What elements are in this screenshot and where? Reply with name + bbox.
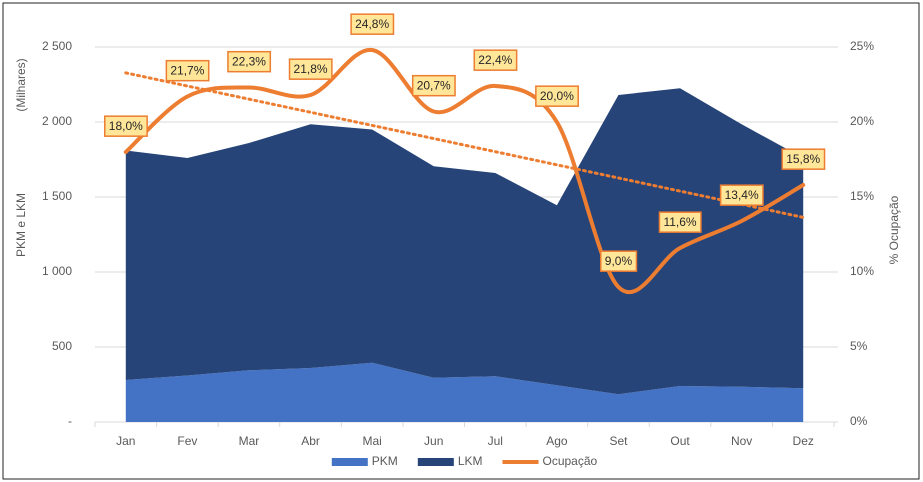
data-label: 13,4% [719, 184, 764, 206]
x-tick-label: Mai [362, 434, 381, 448]
y2-tick-label: 10% [850, 264, 874, 278]
x-tick-label: Mar [239, 434, 260, 448]
x-tick-label: Abr [301, 434, 320, 448]
x-tick-label: Ago [546, 434, 568, 448]
y-axis-unit: (Milhares) [14, 58, 28, 111]
data-label-text: 18,0% [109, 119, 143, 133]
data-label-text: 22,3% [232, 55, 266, 69]
legend: PKM LKM Ocupação [331, 454, 598, 468]
x-tick-label: Fev [177, 434, 197, 448]
line [123, 47, 806, 295]
x-tick-label: Jun [424, 434, 443, 448]
data-label: 11,6% [658, 211, 702, 233]
data-label-text: 20,7% [417, 79, 451, 93]
x-tick-label: Jan [116, 434, 135, 448]
x-tick-label: Set [609, 434, 628, 448]
data-label-box [411, 74, 456, 97]
y-tick-label: 2 500 [42, 39, 72, 53]
data-label-box [658, 211, 702, 233]
data-label-box [600, 250, 638, 272]
y-tick-label: 2 000 [42, 114, 72, 128]
data-label-text: 15,8% [786, 152, 820, 166]
data-label: 22,3% [227, 50, 272, 73]
data-label: 15,8% [781, 148, 826, 170]
y2-tick-label: 15% [850, 189, 874, 203]
legend-label: Ocupação [543, 454, 598, 468]
legend-label: LKM [458, 454, 483, 468]
y-tick-label: 1 000 [42, 264, 72, 278]
y2-axis-label: % Ocupação [887, 195, 901, 264]
y2-tick-label: 5% [850, 339, 868, 353]
legend-swatch [417, 458, 454, 466]
x-tick-label: Dez [793, 434, 814, 448]
data-label-box [288, 58, 333, 80]
data-label-text: 21,7% [170, 64, 204, 78]
y-tick-label: 1 500 [42, 189, 72, 203]
data-label-box [350, 13, 395, 35]
data-label: 9,0% [600, 250, 638, 272]
data-label-box [535, 85, 579, 107]
area [125, 88, 804, 395]
data-label-text: 24,8% [355, 17, 389, 31]
data-label-box [104, 115, 148, 137]
data-label: 20,7% [411, 74, 456, 97]
y2-tick-label: 25% [850, 39, 874, 53]
trendline [124, 71, 805, 219]
data-label-box [165, 59, 210, 82]
data-label-text: 9,0% [605, 254, 633, 268]
data-label-text: 22,4% [478, 53, 512, 67]
y-axis-label: PKM e LKM [14, 193, 28, 257]
data-label-text: 21,8% [294, 62, 328, 76]
y2-tick-label: 20% [850, 114, 874, 128]
legend-label: PKM [372, 454, 398, 468]
data-label: 21,8% [288, 58, 333, 80]
data-label-box [227, 50, 272, 73]
x-tick-label: Jul [488, 434, 503, 448]
y2-tick-label: 0% [850, 414, 868, 428]
y-tick-label: - [68, 414, 72, 428]
data-label-text: 11,6% [663, 215, 696, 229]
x-tick-label: Nov [731, 434, 752, 448]
data-label-text: 13,4% [725, 188, 759, 202]
data-label: 24,8% [350, 13, 395, 35]
data-label: 20,0% [535, 85, 579, 107]
x-tick-label: Out [670, 434, 690, 448]
data-label-text: 20,0% [540, 89, 574, 103]
data-label-box [473, 49, 518, 71]
y-tick-label: 500 [52, 339, 72, 353]
data-label: 22,4% [473, 49, 518, 71]
data-label-box [781, 148, 826, 170]
data-label: 21,7% [165, 59, 210, 82]
legend-swatch [331, 458, 368, 466]
data-label-box [719, 184, 764, 206]
area [125, 362, 804, 422]
data-label: 18,0% [104, 115, 148, 137]
